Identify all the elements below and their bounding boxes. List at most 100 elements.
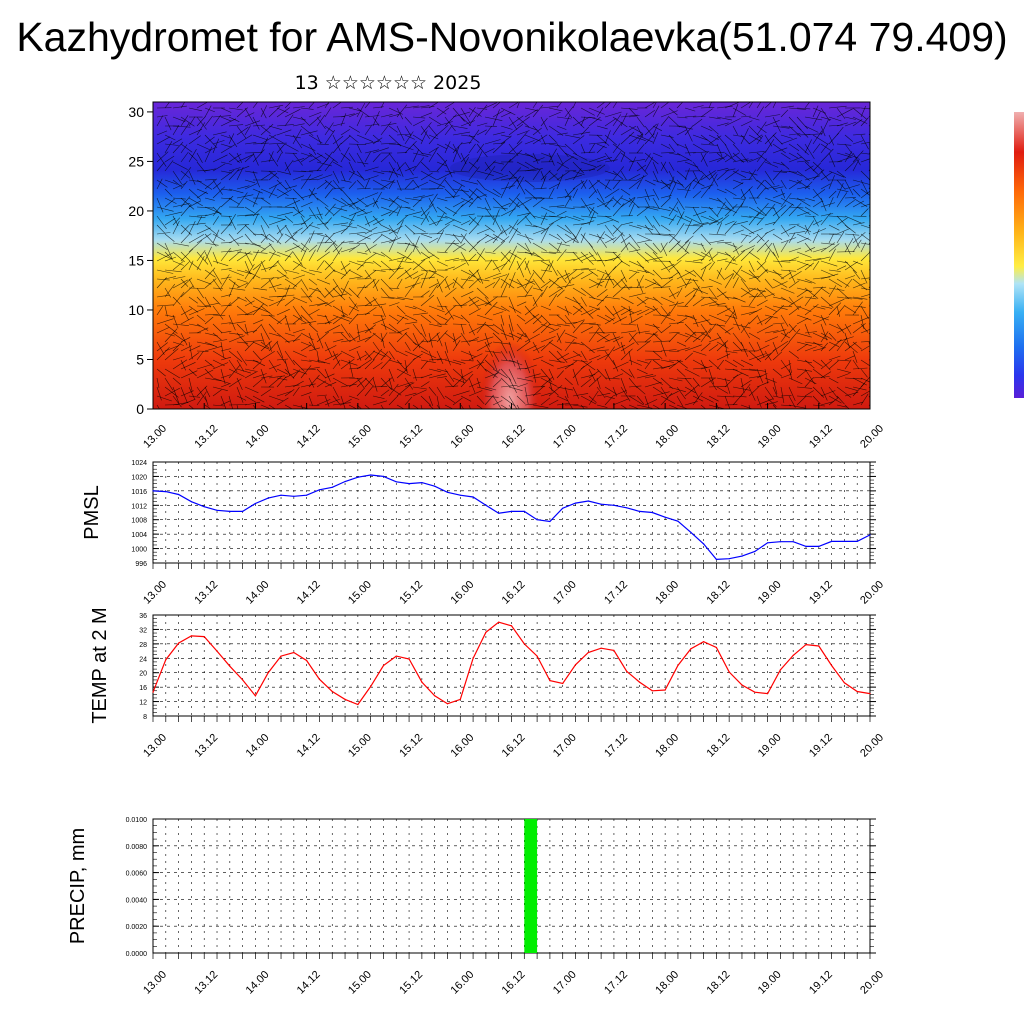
wind-barb bbox=[444, 368, 455, 382]
wind-barb bbox=[236, 282, 249, 289]
wind-barb bbox=[372, 341, 380, 352]
wind-barb bbox=[300, 321, 317, 325]
wind-barb bbox=[476, 194, 487, 199]
wind-barb bbox=[484, 386, 497, 391]
wind-barb bbox=[276, 341, 284, 359]
wind-barb bbox=[228, 249, 242, 253]
wind-barb bbox=[340, 179, 352, 183]
wind-barb bbox=[556, 210, 567, 217]
wind-barb bbox=[652, 224, 661, 236]
wind-barb bbox=[628, 272, 637, 280]
wind-barb bbox=[252, 303, 265, 316]
wind-barb bbox=[796, 386, 813, 389]
wind-barb bbox=[244, 233, 254, 245]
wind-barb bbox=[844, 121, 857, 127]
wind-barb bbox=[652, 386, 664, 394]
wind-barb bbox=[388, 265, 402, 280]
wind-barb bbox=[740, 305, 756, 308]
wind-barb bbox=[700, 134, 714, 145]
wind-barb bbox=[260, 233, 275, 243]
wind-barb bbox=[684, 125, 694, 136]
wind-barb bbox=[188, 135, 201, 145]
wind-barb bbox=[716, 143, 723, 157]
wind-barb bbox=[748, 308, 763, 316]
wind-barb bbox=[228, 235, 244, 244]
wind-barb bbox=[252, 134, 268, 141]
wind-barb bbox=[316, 380, 327, 388]
wind-barb bbox=[340, 113, 355, 118]
wind-barb bbox=[756, 260, 769, 274]
wind-barb bbox=[612, 197, 621, 206]
wind-barb bbox=[484, 301, 498, 316]
wind-barb bbox=[500, 314, 505, 326]
wind-barb bbox=[556, 353, 570, 361]
wind-barb bbox=[484, 139, 501, 145]
wind-barb bbox=[684, 115, 697, 118]
wind-barb bbox=[292, 227, 303, 235]
wind-barb bbox=[676, 377, 692, 379]
wind-barb bbox=[180, 180, 188, 190]
wind-barb bbox=[836, 386, 852, 398]
wind-barb bbox=[196, 152, 203, 163]
wind-barb bbox=[564, 322, 578, 325]
wind-barb bbox=[844, 215, 862, 224]
wind-barb bbox=[364, 376, 375, 388]
wind-barb bbox=[796, 395, 813, 398]
wind-barb bbox=[828, 339, 842, 352]
wind-barb bbox=[380, 314, 387, 331]
wind-barb bbox=[260, 277, 279, 280]
pmsl-y-tick-label: 996 bbox=[135, 561, 147, 568]
wind-barb bbox=[244, 371, 258, 379]
wind-barb bbox=[636, 195, 655, 199]
wind-barb bbox=[180, 345, 193, 352]
wind-barb bbox=[660, 102, 670, 109]
wind-barb bbox=[764, 330, 779, 334]
wind-barb bbox=[356, 377, 365, 389]
wind-barb bbox=[772, 206, 780, 218]
temp-point bbox=[370, 685, 372, 688]
wind-barb bbox=[364, 296, 373, 306]
precip-x-tick-label: 18.00 bbox=[653, 969, 681, 997]
wind-barb bbox=[268, 134, 284, 144]
wind-barb bbox=[364, 359, 375, 370]
wind-barb bbox=[796, 341, 812, 347]
wind-barb bbox=[300, 404, 304, 409]
wind-barb bbox=[852, 107, 867, 120]
wind-barb bbox=[740, 379, 752, 388]
wind-barb bbox=[572, 320, 585, 334]
wind-barb bbox=[516, 161, 530, 169]
wind-barb bbox=[204, 296, 212, 308]
wind-barb bbox=[820, 390, 836, 397]
wind-barb bbox=[516, 332, 527, 338]
wind-barb bbox=[476, 143, 488, 158]
wind-barb bbox=[324, 217, 332, 226]
wind-barb bbox=[788, 223, 800, 226]
wind-barb bbox=[436, 251, 448, 254]
pmsl-x-tick-label: 18.12 bbox=[705, 579, 733, 607]
wind-barb bbox=[692, 118, 703, 127]
wind-barb bbox=[572, 152, 588, 161]
wind-barb bbox=[644, 251, 657, 262]
temp-point bbox=[382, 664, 385, 667]
wind-barb bbox=[220, 161, 232, 165]
wind-barb bbox=[524, 345, 537, 352]
temp-point bbox=[805, 644, 807, 646]
wind-barb bbox=[548, 293, 558, 307]
wind-barb bbox=[828, 243, 840, 253]
wind-barb bbox=[612, 195, 624, 208]
wind-barb bbox=[580, 126, 590, 136]
wind-barb bbox=[612, 284, 627, 298]
wind-barb bbox=[780, 134, 793, 139]
pmsl-x-tick-label: 20.00 bbox=[858, 579, 886, 607]
wind-barb bbox=[500, 377, 511, 388]
wind-barb bbox=[604, 188, 620, 199]
temp-point bbox=[779, 669, 782, 671]
wind-barb bbox=[708, 157, 723, 163]
wind-barb bbox=[636, 374, 654, 379]
wind-barb bbox=[356, 313, 370, 316]
wind-barb bbox=[516, 251, 535, 254]
wind-barb bbox=[564, 341, 577, 345]
wind-barb bbox=[580, 322, 596, 325]
wind-barb bbox=[660, 143, 671, 149]
wind-barb bbox=[684, 269, 697, 277]
